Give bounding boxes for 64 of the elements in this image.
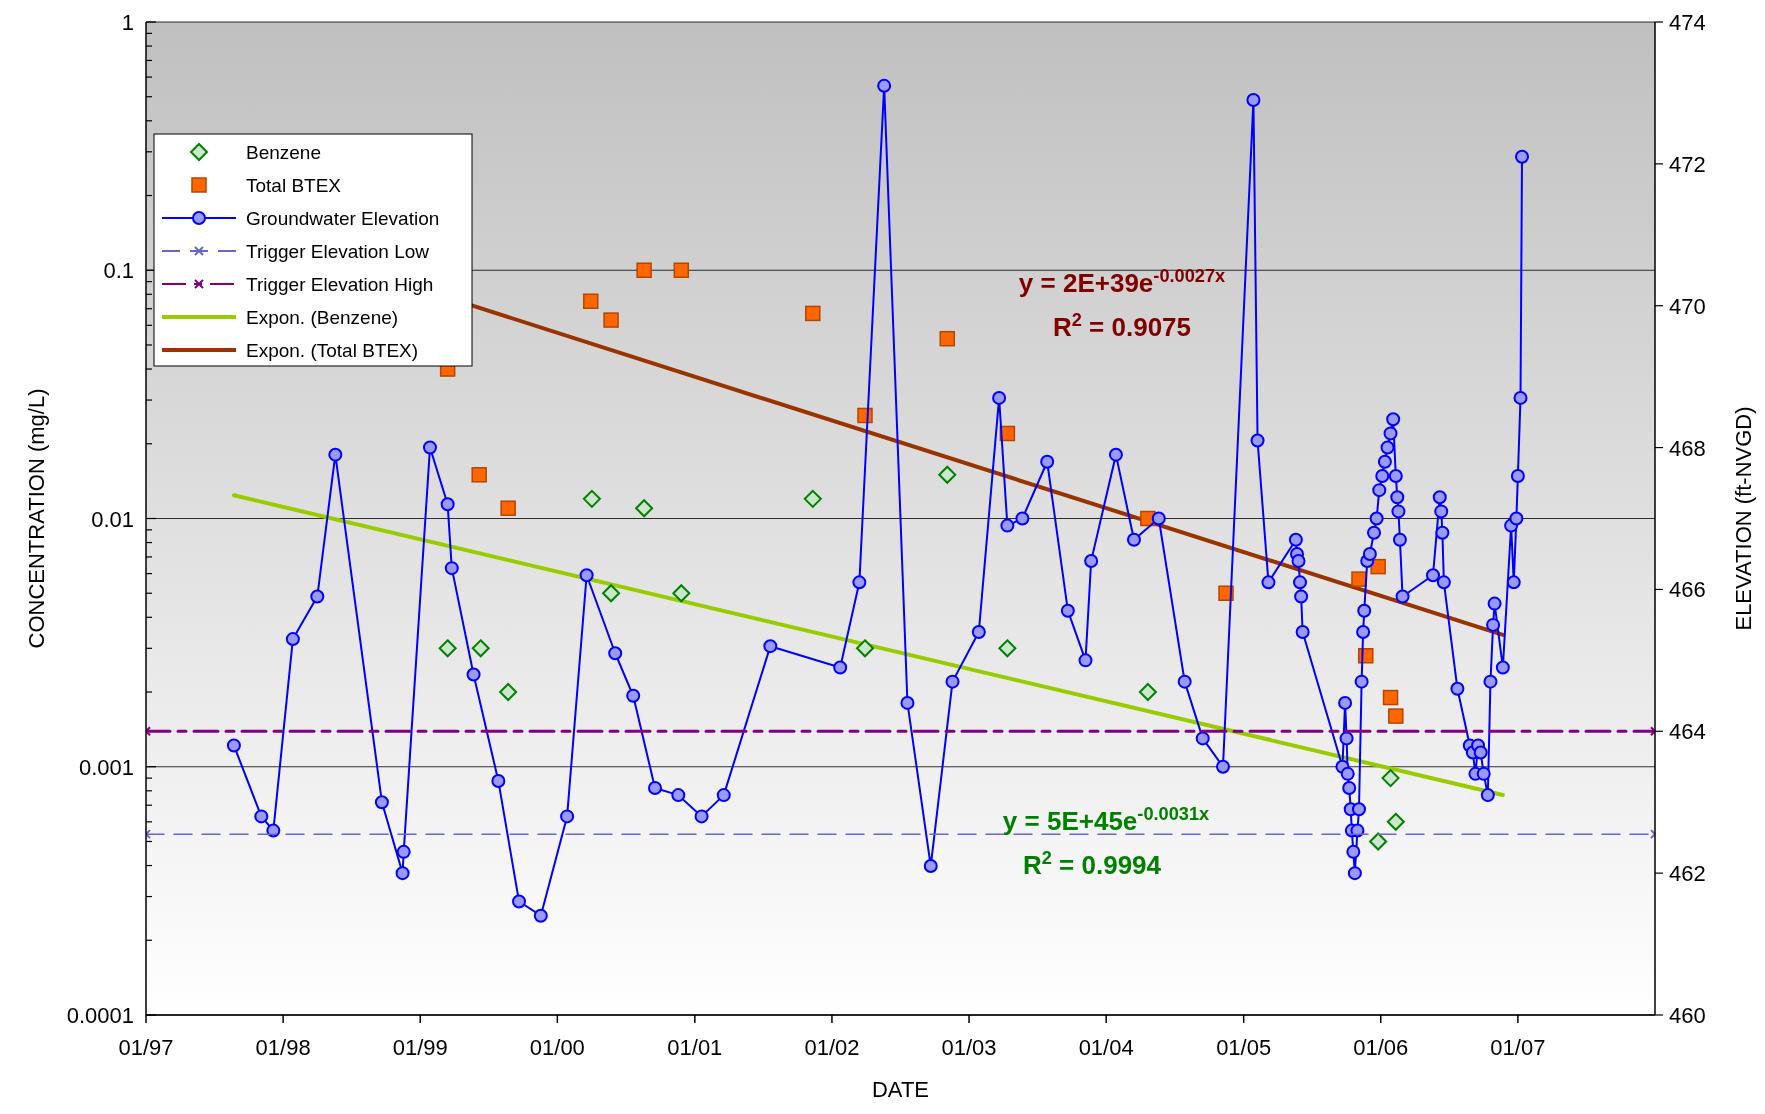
y2-tick-label: 466 — [1669, 577, 1706, 603]
legend-label: Total BTEX — [246, 175, 342, 196]
annotation: y = 2E+39e$^{-0.0027x}$ — [1018, 266, 1226, 298]
point — [803, 489, 822, 508]
x-tick-label: 01/05 — [1216, 1035, 1272, 1060]
x-tick-label: 01/99 — [392, 1035, 448, 1060]
y2-tick-label: 460 — [1669, 1003, 1706, 1028]
x-tick-label: 01/04 — [1078, 1035, 1134, 1060]
point — [499, 683, 518, 702]
y2-tick-label: 474 — [1669, 10, 1706, 35]
point — [438, 639, 457, 658]
x-tick-label: 01/02 — [804, 1035, 860, 1060]
point — [583, 293, 599, 310]
point — [636, 262, 652, 278]
y-tick-label: 0.001 — [78, 754, 134, 780]
annotation: R$^{2}$ = 0.9075 — [1052, 310, 1192, 342]
point — [1388, 708, 1404, 724]
point — [471, 467, 487, 483]
legend-label: Expon. (Total BTEX) — [246, 340, 419, 361]
y2-axis-title: ELEVATION (ft-NVGD) — [1731, 406, 1756, 631]
point — [856, 639, 874, 658]
y2-tick-label: 464 — [1669, 719, 1706, 745]
x-axis-title: DATE — [871, 1077, 930, 1102]
x-tick-label: 01/00 — [529, 1035, 585, 1060]
point — [939, 330, 956, 347]
legend-label: Expon. (Benzene) — [246, 307, 399, 328]
y-axis-title: CONCENTRATION (mg/L) — [24, 388, 49, 649]
x-tick-label: 01/07 — [1490, 1035, 1546, 1060]
point — [603, 312, 619, 328]
x-tick-label: 01/01 — [667, 1035, 723, 1060]
y-tick-label: 1 — [121, 10, 134, 35]
y2-tick-label: 470 — [1669, 293, 1706, 319]
point — [938, 465, 957, 484]
annotation: y = 5E+45e$^{-0.0031x}$ — [1002, 804, 1210, 836]
legend-label: Trigger Elevation High — [246, 274, 434, 295]
legend-label: Groundwater Elevation — [246, 208, 440, 229]
x-tick-label: 01/98 — [255, 1035, 311, 1060]
point — [673, 262, 690, 278]
point — [635, 499, 654, 518]
y-tick-label: 0.1 — [103, 258, 134, 284]
y-tick-label: 0.0001 — [66, 1003, 134, 1028]
y-tick-label: 0.01 — [91, 506, 134, 532]
point — [582, 489, 601, 508]
y2-tick-label: 468 — [1669, 435, 1706, 461]
x-tick-label: 01/03 — [941, 1035, 997, 1060]
y2-tick-label: 462 — [1669, 861, 1706, 887]
point — [500, 500, 516, 516]
point — [1369, 832, 1388, 851]
point — [471, 639, 490, 658]
point — [1351, 571, 1367, 587]
point — [1386, 812, 1405, 831]
legend-label: Trigger Elevation Low — [246, 241, 430, 262]
point — [1381, 769, 1400, 788]
x-tick-label: 01/06 — [1353, 1035, 1409, 1060]
y2-tick-label: 472 — [1669, 151, 1706, 177]
legend-label: Benzene — [246, 142, 322, 163]
point — [1138, 683, 1157, 702]
point — [602, 584, 621, 603]
point — [805, 305, 821, 322]
point — [672, 584, 691, 603]
point — [1382, 689, 1399, 706]
x-tick-label: 01/97 — [118, 1035, 174, 1060]
annotation: R$^{2}$ = 0.9994 — [1022, 848, 1162, 880]
point — [998, 639, 1017, 658]
